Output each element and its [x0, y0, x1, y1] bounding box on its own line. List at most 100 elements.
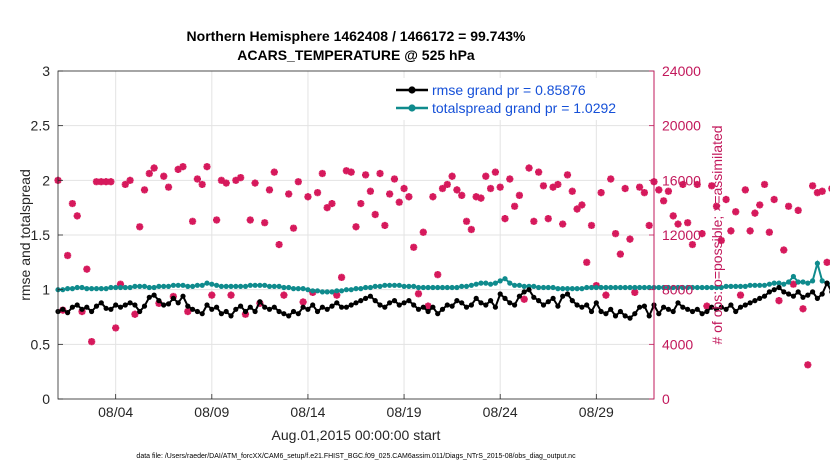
spread-point-144 [747, 282, 753, 288]
spread-point-44 [266, 283, 273, 289]
rmse-point-68 [382, 304, 388, 310]
obs-marker-68 [381, 221, 389, 230]
obs-marker-157 [809, 182, 817, 190]
spread-point-152 [786, 279, 792, 285]
spread-point-45 [271, 283, 277, 289]
obs-marker-105 [559, 220, 567, 228]
rmse-point-149 [771, 287, 777, 293]
rmse-point-123 [646, 313, 652, 319]
left-tick-label-0: 0 [42, 391, 50, 407]
rmse-point-74 [411, 302, 417, 308]
obs-marker-46 [275, 240, 283, 249]
rmse-point-86 [468, 302, 474, 308]
obs-marker-37 [232, 176, 240, 184]
rmse-point-117 [617, 308, 624, 315]
obs-marker-58 [333, 291, 341, 299]
right-tick-label-5: 20000 [662, 118, 701, 134]
rmse-point-133 [694, 306, 700, 312]
rmse-point-17 [137, 308, 143, 315]
rmse-point-110 [584, 302, 590, 308]
left-axis-label: rmse and totalspread [17, 169, 33, 301]
spread-point-72 [401, 283, 407, 289]
obs-marker-27 [184, 307, 192, 316]
spread-point-22 [161, 283, 167, 289]
obs-marker-111 [587, 221, 596, 230]
rmse-point-16 [132, 302, 138, 308]
spread-point-102 [545, 284, 551, 291]
rmse-point-114 [603, 311, 609, 317]
obs-marker-21 [155, 299, 163, 307]
rmse-point-32 [209, 306, 215, 312]
obs-marker-61 [347, 168, 355, 176]
rmse-point-134 [699, 311, 705, 317]
spread-point-82 [449, 284, 455, 291]
obs-marker-71 [395, 198, 403, 206]
rmse-point-83 [454, 298, 460, 304]
obs-marker-128 [669, 212, 677, 220]
rmse-point-135 [704, 308, 710, 315]
legend-rmse-marker [408, 86, 416, 94]
rmse-point-116 [612, 313, 619, 319]
spread-point-56 [324, 289, 330, 295]
obs-marker-123 [645, 221, 653, 230]
rmse-point-12 [113, 302, 119, 308]
spread-point-80 [439, 284, 446, 291]
rmse-point-150 [776, 284, 782, 291]
obs-marker-159 [818, 187, 826, 195]
obs-marker-60 [342, 167, 350, 175]
spread-point-129 [675, 284, 681, 291]
obs-marker-13 [116, 280, 125, 288]
spread-point-48 [286, 284, 292, 291]
spread-point-84 [459, 283, 465, 289]
obs-marker-31 [203, 163, 211, 171]
spread-point-133 [694, 284, 700, 291]
rmse-point-28 [190, 306, 196, 312]
spread-point-135 [704, 284, 710, 291]
spread-point-75 [415, 284, 422, 291]
obs-marker-6 [83, 265, 91, 273]
obs-marker-97 [520, 295, 528, 303]
obs-marker-45 [270, 168, 278, 176]
rmse-point-113 [598, 308, 604, 315]
rmse-point-129 [675, 300, 681, 306]
obs-marker-16 [131, 310, 139, 318]
spread-point-110 [584, 284, 590, 291]
obs-marker-119 [626, 235, 634, 243]
rmse-point-147 [761, 293, 768, 299]
spread-point-37 [233, 283, 239, 289]
obs-marker-77 [424, 302, 432, 310]
obs-marker-85 [462, 217, 471, 225]
spread-point-3 [69, 286, 75, 292]
spread-point-81 [444, 284, 450, 291]
obs-marker-14 [121, 180, 129, 189]
rmse-point-91 [492, 304, 498, 310]
spread-point-141 [733, 283, 739, 289]
rmse-point-18 [141, 303, 148, 309]
rmse-point-118 [622, 313, 628, 319]
x-tick-label-5: 08/29 [579, 404, 614, 420]
obs-marker-54 [313, 189, 322, 197]
obs-marker-133 [693, 180, 701, 189]
rmse-point-88 [478, 300, 484, 306]
obs-marker-40 [246, 216, 254, 224]
spread-point-92 [497, 278, 503, 284]
obs-marker-144 [746, 227, 754, 235]
rmse-point-4 [74, 302, 80, 308]
spread-point-32 [209, 281, 215, 287]
spread-point-95 [511, 282, 518, 288]
obs-marker-20 [150, 164, 158, 172]
obs-marker-135 [703, 302, 711, 310]
spread-point-12 [113, 284, 119, 291]
obs-marker-143 [741, 186, 749, 194]
rmse-point-81 [444, 302, 450, 308]
obs-marker-151 [780, 246, 788, 254]
spread-point-149 [771, 280, 777, 286]
rmse-point-27 [185, 303, 191, 309]
rmse-point-69 [387, 300, 393, 306]
spread-point-73 [406, 283, 412, 289]
obs-marker-81 [443, 180, 451, 189]
rmse-point-55 [319, 304, 325, 310]
rmse-point-103 [550, 295, 556, 301]
rmse-point-33 [214, 304, 220, 310]
spread-point-33 [214, 282, 220, 288]
